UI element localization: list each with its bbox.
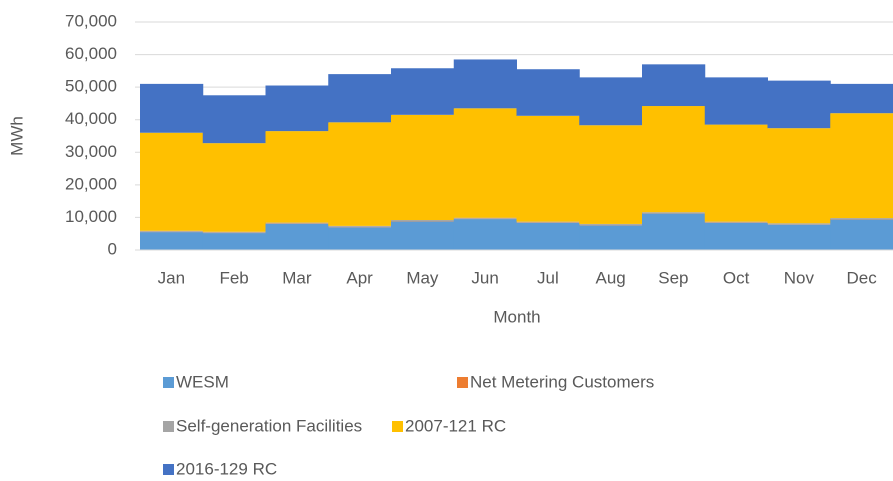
- area-segment: [140, 83, 204, 133]
- area-segment: [767, 128, 831, 224]
- area-segment: [140, 132, 204, 231]
- area-segment: [767, 80, 831, 129]
- area-segment: [328, 122, 392, 226]
- area-segment: [328, 225, 392, 227]
- area-segment: [579, 223, 643, 225]
- x-tick-label: Mar: [282, 268, 312, 287]
- area-segment: [391, 220, 455, 222]
- area-segment: [140, 230, 204, 232]
- area-segment: [453, 219, 517, 250]
- x-tick-label: Sep: [658, 268, 688, 287]
- area-segment: [140, 232, 204, 250]
- area-segment: [516, 221, 580, 223]
- legend-label: Self-generation Facilities: [176, 416, 362, 435]
- x-tick-label: Jul: [537, 268, 559, 287]
- legend-swatch: [457, 377, 468, 388]
- y-tick-label: 0: [108, 239, 117, 258]
- x-tick-label: Jan: [158, 268, 185, 287]
- area-segment: [391, 221, 455, 250]
- area-segment: [516, 115, 580, 222]
- y-tick-label: 60,000: [65, 44, 117, 63]
- area-segment: [516, 222, 580, 250]
- area-segment: [202, 231, 266, 233]
- area-segment: [704, 222, 768, 250]
- area-segment: [265, 85, 329, 132]
- area-segment: [642, 213, 706, 250]
- legend-swatch: [163, 377, 174, 388]
- legend-label: 2007-121 RC: [405, 416, 506, 435]
- legend-swatch: [392, 421, 403, 432]
- x-tick-label: Aug: [596, 268, 626, 287]
- legend-label: Net Metering Customers: [470, 372, 654, 391]
- area-segment: [642, 106, 706, 213]
- legend-swatch: [163, 464, 174, 475]
- x-tick-label: Oct: [723, 268, 750, 287]
- x-tick-label: Dec: [847, 268, 878, 287]
- area-segment: [265, 223, 329, 250]
- area-segment: [579, 225, 643, 250]
- legend-label: 2016-129 RC: [176, 459, 277, 478]
- x-tick-label: Feb: [219, 268, 248, 287]
- area-segment: [202, 233, 266, 250]
- area-segment: [516, 69, 580, 116]
- area-segment: [830, 113, 893, 219]
- area-segment: [704, 124, 768, 222]
- area-segment: [642, 64, 706, 107]
- x-tick-label: May: [406, 268, 439, 287]
- area-segment: [328, 227, 392, 250]
- legend-label: WESM: [176, 372, 229, 391]
- area-segment: [579, 77, 643, 126]
- y-axis-label: MWh: [7, 116, 26, 156]
- area-segment: [579, 125, 643, 224]
- area-segment: [391, 114, 455, 221]
- x-tick-label: Nov: [784, 268, 815, 287]
- x-tick-label: Jun: [471, 268, 498, 287]
- area-segment: [453, 217, 517, 219]
- x-axis-label: Month: [493, 307, 540, 326]
- area-segment: [830, 219, 893, 250]
- area-segment: [202, 95, 266, 144]
- area-segment: [642, 212, 706, 214]
- y-tick-label: 20,000: [65, 174, 117, 193]
- y-tick-label: 70,000: [65, 11, 117, 30]
- x-tick-label: Apr: [346, 268, 373, 287]
- legend-swatch: [163, 421, 174, 432]
- area-segment: [453, 108, 517, 218]
- area-segment: [767, 224, 831, 250]
- area-segment: [830, 83, 893, 114]
- area-segment: [704, 77, 768, 125]
- area-segment: [265, 222, 329, 224]
- y-tick-label: 10,000: [65, 207, 117, 226]
- area-segment: [704, 221, 768, 223]
- area-segment: [202, 143, 266, 232]
- area-segment: [265, 131, 329, 223]
- area-segment: [328, 74, 392, 123]
- y-tick-label: 40,000: [65, 109, 117, 128]
- area-segment: [830, 218, 893, 220]
- area-segment: [391, 68, 455, 115]
- y-tick-label: 50,000: [65, 77, 117, 96]
- y-tick-label: 30,000: [65, 142, 117, 161]
- area-segment: [453, 59, 517, 109]
- area-segment: [767, 223, 831, 225]
